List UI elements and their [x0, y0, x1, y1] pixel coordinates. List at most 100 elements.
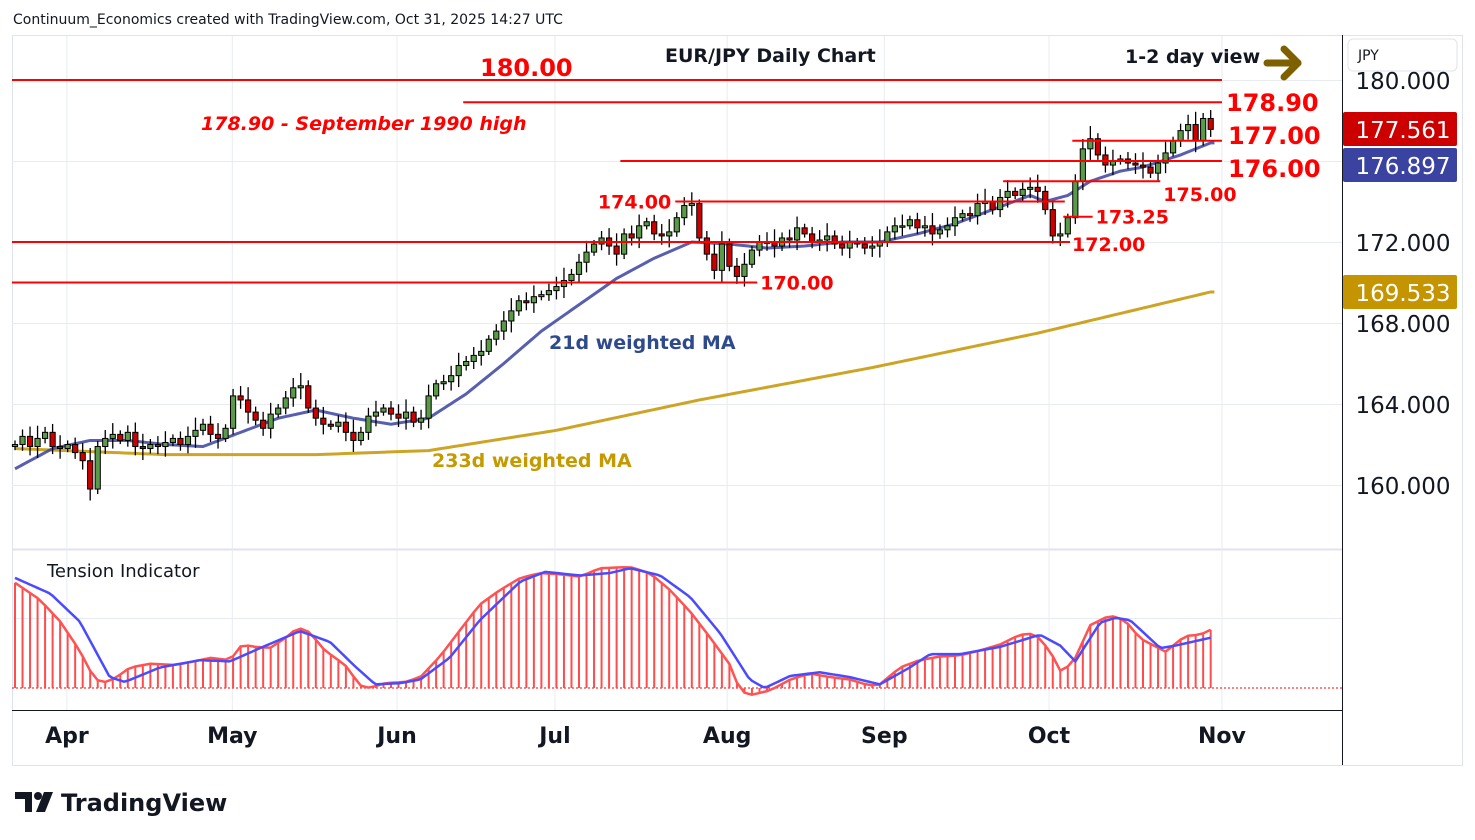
- candle-down: [613, 245, 620, 255]
- candle-up: [1169, 140, 1177, 154]
- y-tick-label: 172.000: [1355, 231, 1450, 257]
- currency-button[interactable]: JPY: [1347, 38, 1458, 72]
- candle-down: [651, 221, 658, 235]
- x-tick-label: Nov: [1198, 724, 1247, 749]
- level-label: 176.00: [1228, 155, 1321, 183]
- sept-1990-annotation: 178.90 - September 1990 high: [201, 113, 527, 135]
- candle-down: [387, 407, 395, 415]
- price-badges: 177.561 176.897 169.533: [1343, 112, 1457, 309]
- candle-down: [26, 435, 34, 448]
- candle-up: [94, 446, 101, 490]
- candle-down: [658, 233, 665, 237]
- candle-down: [914, 219, 921, 229]
- candle-down: [177, 437, 184, 445]
- candle-down: [1192, 124, 1199, 142]
- ma233-layer: [14, 290, 1215, 457]
- candle-up: [508, 310, 515, 322]
- candle-up: [643, 221, 650, 227]
- candle-up: [824, 235, 831, 241]
- candle-up: [568, 273, 575, 281]
- y-tick-label: 164.000: [1355, 393, 1450, 419]
- candle-down: [929, 225, 936, 235]
- candle-down: [861, 243, 868, 249]
- candle-down: [1102, 154, 1109, 166]
- candle-down: [809, 233, 816, 243]
- x-tick-label: May: [207, 724, 257, 749]
- candle-down: [207, 423, 214, 435]
- y-tick-label: 160.000: [1355, 474, 1450, 500]
- tradingview-logo[interactable]: TradingView: [15, 789, 227, 817]
- level-label: 178.90: [1226, 89, 1319, 117]
- price-axis[interactable]: 180.000 172.000 168.000 164.000 160.000: [1355, 69, 1450, 500]
- svg-text:TradingView: TradingView: [61, 789, 227, 817]
- candle-down: [214, 433, 222, 439]
- last-price-badge-bg: [1343, 112, 1457, 146]
- candle-up: [959, 213, 966, 219]
- candle-up: [718, 243, 725, 271]
- x-tick-label: Sep: [861, 724, 908, 749]
- candle-down: [703, 237, 710, 255]
- candle-down: [410, 411, 417, 423]
- candle-down: [87, 460, 94, 490]
- candle-up: [417, 417, 425, 423]
- candle-up: [997, 196, 1004, 211]
- candle-up: [335, 421, 342, 427]
- candle-up: [1087, 138, 1094, 150]
- candle-down: [132, 431, 139, 448]
- candle-down: [320, 417, 327, 425]
- candle-down: [395, 413, 402, 419]
- candle-up: [906, 219, 913, 227]
- candle-up: [869, 245, 876, 249]
- candle-down: [1094, 138, 1101, 156]
- candle-up: [199, 423, 207, 431]
- candle-up: [282, 397, 289, 409]
- candle-up: [169, 437, 177, 443]
- candle-up: [530, 296, 537, 304]
- candle-down: [139, 446, 146, 450]
- candle-down: [966, 213, 974, 217]
- ma21-label: 21d weighted MA: [549, 332, 736, 354]
- candle-up: [1019, 188, 1026, 196]
- candle-down: [260, 419, 267, 429]
- svg-text:JPY: JPY: [1357, 48, 1379, 64]
- candle-up: [493, 330, 500, 340]
- candle-up: [666, 231, 673, 237]
- arrow-right-icon: [1263, 45, 1302, 81]
- x-tick-label: Oct: [1028, 724, 1071, 749]
- candle-down: [1034, 186, 1041, 192]
- candle-up: [470, 354, 477, 362]
- indicator-title: Tension Indicator: [46, 561, 200, 582]
- candle-up: [64, 444, 71, 450]
- chart-title: EUR/JPY Daily Chart: [665, 45, 876, 67]
- candle-down: [989, 201, 996, 211]
- candle-up: [19, 435, 26, 445]
- level-label: 173.25: [1096, 207, 1169, 229]
- candle-down: [786, 237, 793, 241]
- candle-up: [1177, 130, 1184, 142]
- tradingview-logo-icon: [15, 792, 53, 812]
- candle-down: [1042, 190, 1049, 211]
- candle-up: [478, 350, 485, 356]
- candle-down: [57, 446, 64, 450]
- candle-down: [117, 433, 124, 441]
- candle-down: [237, 395, 244, 401]
- candle-down: [305, 385, 312, 409]
- x-tick-label: Aug: [703, 724, 751, 749]
- candle-up: [192, 429, 199, 437]
- time-axis[interactable]: Apr May Jun Jul Aug Sep Oct Nov: [45, 724, 1246, 749]
- candle-up: [34, 437, 41, 448]
- level-label: 177.00: [1228, 122, 1321, 150]
- candle-up: [538, 294, 545, 298]
- candle-up: [1185, 124, 1192, 132]
- y-tick-label: 180.000: [1355, 69, 1450, 95]
- candle-up: [297, 385, 304, 389]
- candle-up: [515, 300, 522, 312]
- candle-up: [756, 241, 763, 251]
- candle-up: [357, 431, 365, 441]
- candle-down: [523, 300, 530, 304]
- ma233-badge: 169.533: [1355, 281, 1450, 307]
- candle-up: [681, 205, 688, 219]
- candle-down: [1147, 166, 1154, 174]
- candle-up: [1162, 152, 1169, 164]
